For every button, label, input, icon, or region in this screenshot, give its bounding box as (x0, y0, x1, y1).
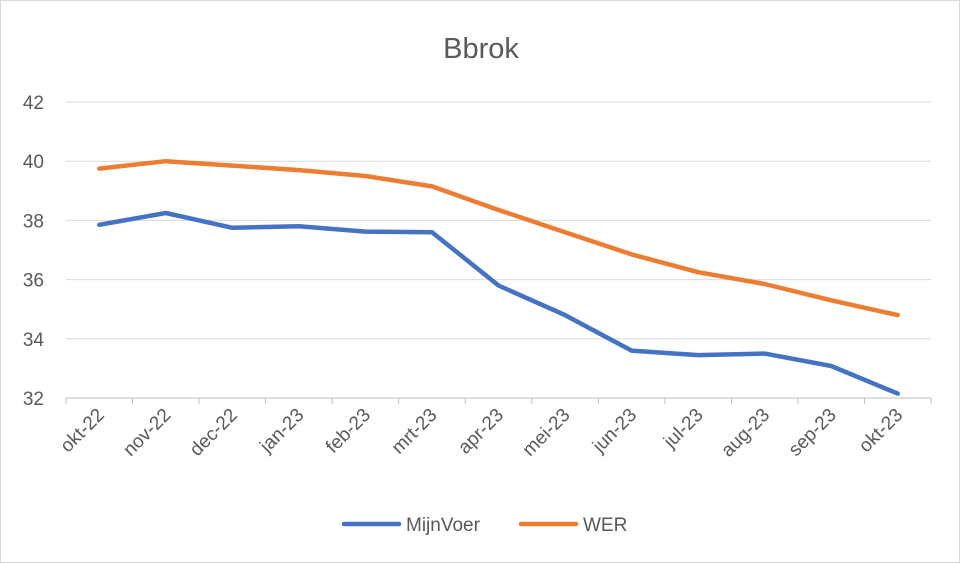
y-tick-label: 34 (23, 330, 45, 351)
y-tick-label: 38 (23, 211, 44, 232)
x-tick-label: feb-23 (322, 405, 375, 458)
gridlines (66, 101, 931, 340)
x-tick-label: okt-23 (855, 405, 907, 457)
x-tick-label: apr-23 (454, 405, 508, 459)
series-line-mijnvoer (97, 210, 900, 396)
legend-label-wer: WER (583, 515, 627, 536)
series-line-wer (97, 158, 900, 318)
x-tick-label: sep-23 (785, 405, 841, 461)
legend: MijnVoer WER (341, 515, 627, 536)
y-tick-label: 32 (23, 389, 44, 410)
x-tick-label: jan-23 (256, 405, 309, 458)
y-tick-label: 42 (23, 93, 44, 114)
y-tick-label: 40 (23, 152, 44, 173)
x-tick-label: dec-22 (186, 405, 242, 461)
x-tick-label: nov-22 (119, 405, 175, 461)
legend-label-mijnvoer: MijnVoer (406, 515, 481, 536)
x-tick-label: okt-22 (57, 405, 109, 457)
x-tick-label: jun-23 (588, 405, 641, 458)
x-tick-label: jul-23 (659, 405, 707, 453)
y-axis-labels: 32 34 36 38 40 42 (23, 93, 45, 410)
x-tick-label: aug-23 (717, 405, 774, 462)
y-tick-label: 36 (23, 271, 44, 292)
x-tick-label: mrt-23 (388, 405, 442, 459)
chart-title: Bbrok (443, 33, 519, 65)
x-axis (65, 397, 932, 404)
x-axis-labels: okt-22 nov-22 dec-22 jan-23 feb-23 mrt-23 apr-… (57, 405, 908, 462)
x-tick-label: mei-23 (519, 405, 575, 461)
series-lines (97, 158, 900, 396)
